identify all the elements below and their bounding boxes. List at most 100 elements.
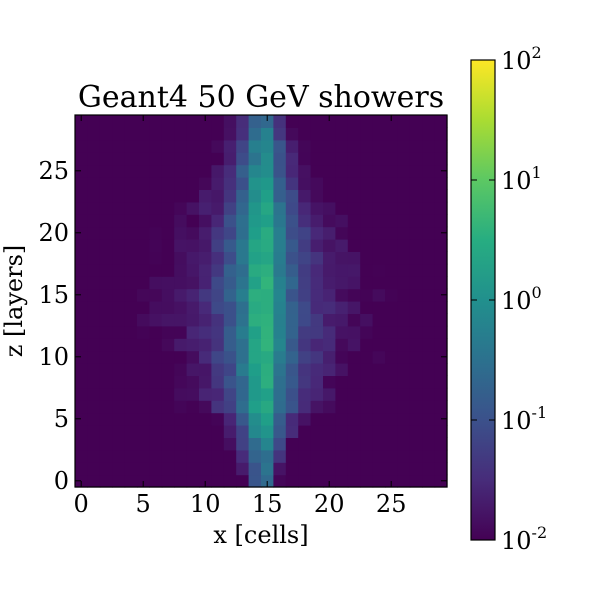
heatmap-cell	[285, 350, 299, 364]
heatmap-cell	[298, 189, 312, 203]
heatmap-cell	[298, 462, 312, 476]
heatmap-cell	[87, 462, 101, 476]
heatmap-cell	[211, 437, 225, 451]
heatmap-cell	[397, 251, 411, 265]
heatmap-cell	[174, 177, 188, 190]
heatmap-cell	[298, 139, 312, 153]
heatmap-cell	[149, 338, 163, 352]
heatmap-cell	[186, 115, 200, 128]
heatmap-cell	[360, 251, 374, 265]
heatmap-cell	[347, 313, 361, 327]
heatmap-cell	[347, 350, 361, 364]
heatmap-cell	[137, 338, 150, 352]
heatmap-cell	[223, 301, 237, 314]
heatmap-cell	[186, 201, 200, 215]
heatmap-cell	[422, 301, 436, 314]
heatmap-cell	[385, 449, 398, 463]
heatmap-cell	[347, 239, 361, 252]
heatmap-cell	[273, 127, 287, 141]
heatmap-cell	[223, 201, 237, 215]
heatmap-cell	[236, 325, 250, 339]
heatmap-cell	[161, 263, 175, 277]
heatmap-cell	[273, 462, 287, 476]
heatmap-cell	[335, 127, 349, 141]
heatmap-cell	[124, 239, 138, 252]
heatmap-cell	[248, 462, 262, 476]
heatmap-cell	[137, 387, 150, 401]
heatmap-cell	[112, 325, 126, 339]
heatmap-cell	[298, 127, 312, 141]
x-tick-label: 0	[74, 490, 89, 518]
heatmap-cell	[223, 350, 237, 364]
heatmap-cell	[323, 363, 336, 376]
heatmap-cell	[434, 363, 448, 376]
heatmap-cell	[87, 412, 101, 426]
heatmap-cell	[273, 115, 287, 128]
heatmap-cell	[186, 387, 200, 401]
heatmap-cell	[124, 127, 138, 141]
heatmap-cell	[236, 375, 250, 389]
heatmap-cell	[137, 437, 150, 451]
heatmap-cell	[261, 189, 274, 203]
heatmap-cell	[434, 462, 448, 476]
heatmap-cell	[99, 164, 113, 178]
heatmap-cell	[124, 226, 138, 240]
heatmap-cell	[360, 363, 374, 376]
heatmap-cell	[372, 127, 386, 141]
heatmap-cell	[323, 201, 336, 215]
heatmap-cell	[409, 239, 423, 252]
heatmap-cell	[137, 251, 150, 265]
heatmap-cell	[248, 214, 262, 228]
heatmap-cell	[273, 313, 287, 327]
heatmap-cell	[137, 239, 150, 252]
heatmap-cell	[310, 288, 324, 302]
heatmap-cell	[409, 387, 423, 401]
heatmap-cell	[323, 115, 336, 128]
heatmap-cell	[199, 139, 212, 153]
heatmap-cell	[347, 449, 361, 463]
heatmap-cell	[223, 425, 237, 438]
x-tick-label: 25	[376, 490, 407, 518]
heatmap-cell	[397, 449, 411, 463]
heatmap-cell	[385, 239, 398, 252]
heatmap-cell	[112, 387, 126, 401]
heatmap-cell	[285, 363, 299, 376]
heatmap-cell	[236, 288, 250, 302]
heatmap-cell	[174, 313, 188, 327]
heatmap-cell	[149, 400, 163, 414]
heatmap-cell	[112, 226, 126, 240]
heatmap-cell	[347, 474, 361, 488]
heatmap-cell	[112, 127, 126, 141]
heatmap-cell	[223, 375, 237, 389]
heatmap-cell	[347, 201, 361, 215]
heatmap-cell	[75, 375, 88, 389]
heatmap-cell	[335, 177, 349, 190]
heatmap-cell	[236, 400, 250, 414]
heatmap-cell	[261, 214, 274, 228]
heatmap-cell	[137, 449, 150, 463]
heatmap-cell	[99, 127, 113, 141]
heatmap-cell	[385, 462, 398, 476]
heatmap-cell	[360, 263, 374, 277]
heatmap-cell	[137, 375, 150, 389]
heatmap-cell	[149, 214, 163, 228]
heatmap-cell	[248, 400, 262, 414]
heatmap-cell	[99, 375, 113, 389]
heatmap-cell	[285, 251, 299, 265]
heatmap-cell	[360, 462, 374, 476]
heatmap-cell	[112, 189, 126, 203]
heatmap-cell	[199, 412, 212, 426]
heatmap-cell	[149, 313, 163, 327]
heatmap-cell	[310, 325, 324, 339]
heatmap-cell	[99, 251, 113, 265]
heatmap-cell	[409, 462, 423, 476]
heatmap-cell	[385, 400, 398, 414]
heatmap-cell	[385, 139, 398, 153]
heatmap-cell	[236, 350, 250, 364]
heatmap-cell	[248, 139, 262, 153]
heatmap-cell	[186, 214, 200, 228]
heatmap-cell	[161, 425, 175, 438]
heatmap-cell	[99, 363, 113, 376]
heatmap-cell	[285, 127, 299, 141]
heatmap-cell	[385, 201, 398, 215]
